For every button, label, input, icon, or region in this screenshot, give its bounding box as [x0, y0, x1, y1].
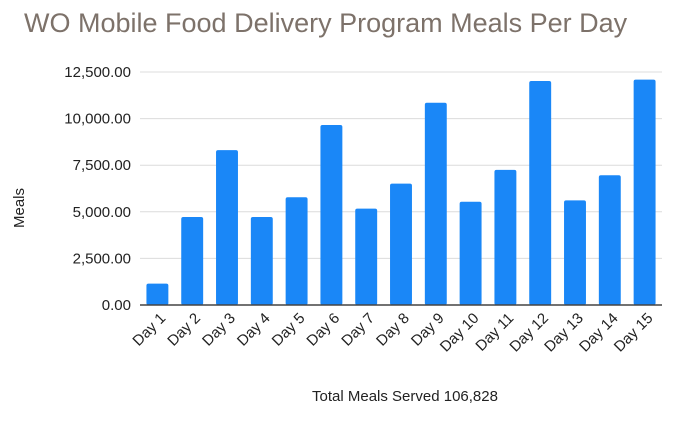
x-tick-label: Day 7 — [338, 310, 378, 350]
y-tick-label: 0.00 — [102, 297, 131, 314]
bar-day-13 — [564, 200, 586, 305]
y-tick-label: 10,000.00 — [64, 111, 131, 128]
bar-day-12 — [529, 80, 552, 305]
bar-day-11 — [494, 169, 517, 305]
bar-day-4 — [250, 217, 273, 305]
bar-day-1 — [146, 283, 169, 305]
bar-day-3 — [216, 150, 238, 305]
bar-day-6 — [320, 124, 343, 306]
chart-title: WO Mobile Food Delivery Program Meals Pe… — [24, 8, 628, 38]
y-tick-label: 5,000.00 — [73, 204, 131, 221]
y-tick-label: 7,500.00 — [73, 157, 131, 174]
x-tick-label: Day 2 — [164, 310, 204, 350]
bar-day-14 — [598, 175, 621, 305]
y-tick-label: 2,500.00 — [73, 250, 131, 267]
y-axis-title: Meals — [11, 188, 28, 228]
x-axis-title: Total Meals Served 106,828 — [312, 388, 498, 405]
bar-day-15 — [633, 79, 656, 306]
bar-day-7 — [355, 208, 378, 305]
bar-day-2 — [181, 217, 204, 305]
y-tick-label: 12,500.00 — [64, 64, 131, 81]
x-tick-label: Day 15 — [611, 310, 657, 356]
x-tick-label: Day 8 — [373, 310, 413, 350]
bar-day-8 — [390, 183, 412, 305]
x-tick-label: Day 3 — [199, 310, 239, 350]
bar-day-9 — [424, 102, 447, 305]
bars — [146, 79, 656, 306]
bar-day-5 — [285, 197, 308, 305]
y-tick-labels: 0.00 2,500.00 5,000.00 7,500.00 10,000.00 12,… — [64, 64, 131, 314]
x-tick-label: Day 10 — [437, 310, 483, 356]
x-tick-label: Day 5 — [269, 310, 309, 350]
bar-day-10 — [459, 201, 482, 305]
x-tick-label: Day 6 — [303, 310, 343, 350]
x-tick-label: Day 1 — [129, 310, 169, 350]
x-tick-label: Day 4 — [234, 310, 274, 350]
